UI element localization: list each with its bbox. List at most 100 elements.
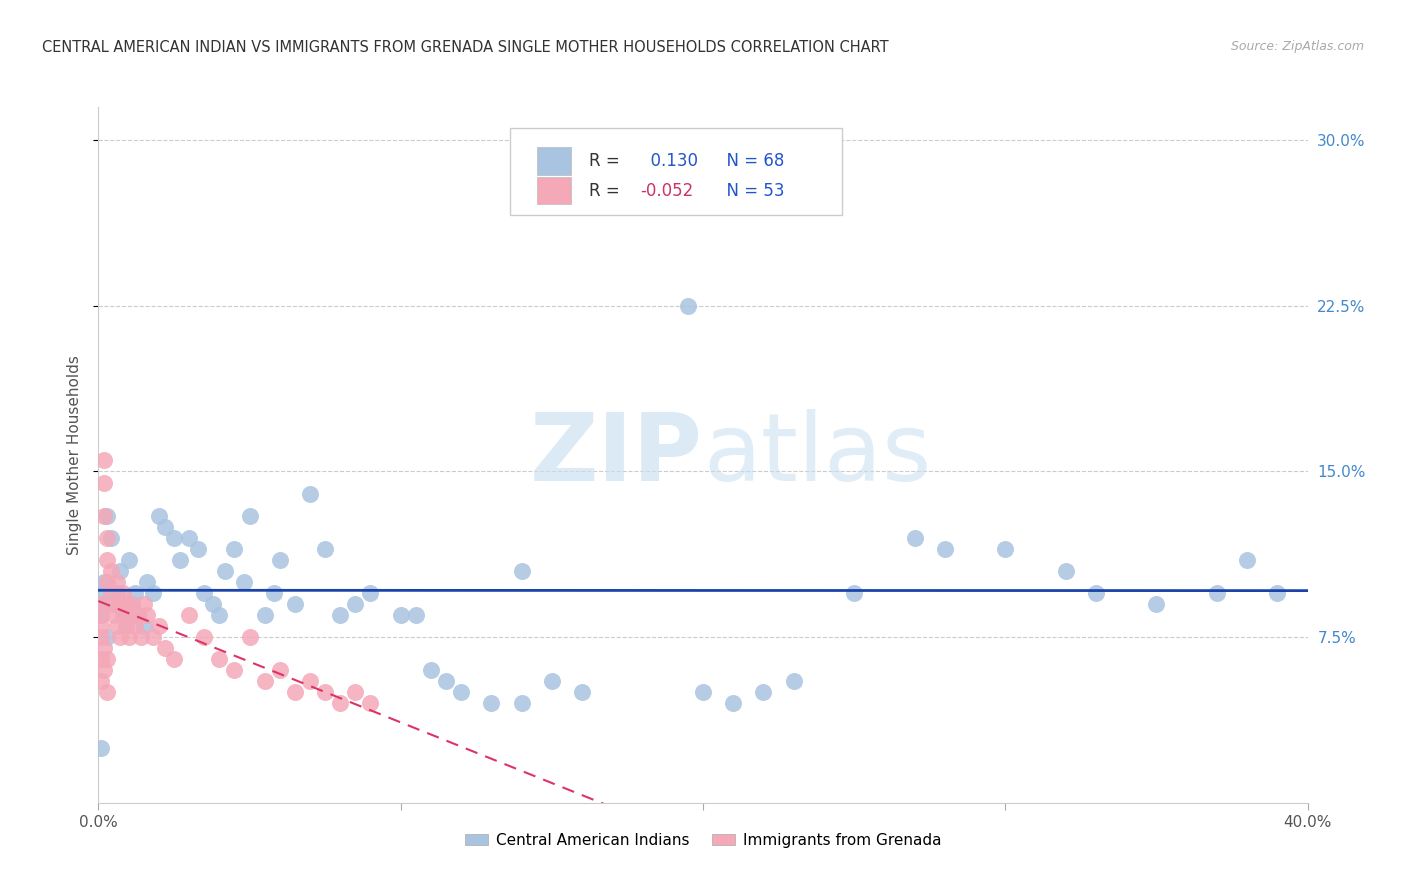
Point bbox=[93, 641, 115, 656]
Point bbox=[994, 541, 1017, 556]
Point bbox=[90, 619, 112, 633]
Point bbox=[239, 508, 262, 523]
Legend: Central American Indians, Immigrants from Grenada: Central American Indians, Immigrants fro… bbox=[458, 827, 948, 855]
Point bbox=[904, 531, 927, 545]
Point bbox=[153, 641, 176, 656]
Point bbox=[114, 619, 136, 633]
Point bbox=[111, 586, 134, 600]
Point bbox=[127, 608, 149, 623]
Point bbox=[224, 541, 246, 556]
Point bbox=[96, 508, 118, 523]
Point bbox=[692, 685, 714, 699]
Point bbox=[360, 697, 382, 711]
Point bbox=[193, 630, 215, 644]
Point bbox=[96, 630, 118, 644]
Point bbox=[208, 652, 231, 666]
Point bbox=[510, 564, 533, 578]
Point bbox=[783, 674, 806, 689]
Point bbox=[111, 608, 134, 623]
Point bbox=[299, 486, 322, 500]
Point bbox=[253, 608, 276, 623]
Point bbox=[135, 608, 157, 623]
Point bbox=[224, 663, 246, 677]
Point bbox=[124, 619, 146, 633]
Point bbox=[344, 685, 367, 699]
Point bbox=[90, 674, 112, 689]
Text: N = 53: N = 53 bbox=[716, 182, 785, 200]
Point bbox=[389, 608, 412, 623]
Point bbox=[90, 608, 112, 623]
Point bbox=[193, 586, 215, 600]
Bar bbox=[537, 146, 571, 175]
Point bbox=[96, 553, 118, 567]
Point bbox=[90, 630, 112, 644]
Text: R =: R = bbox=[589, 152, 626, 169]
Point bbox=[405, 608, 427, 623]
Point bbox=[90, 652, 112, 666]
Bar bbox=[537, 177, 571, 204]
Point bbox=[314, 685, 336, 699]
Point bbox=[434, 674, 457, 689]
Point bbox=[90, 586, 112, 600]
Point bbox=[108, 564, 131, 578]
Point bbox=[90, 597, 112, 611]
Text: ZIP: ZIP bbox=[530, 409, 703, 501]
Point bbox=[121, 597, 143, 611]
Point bbox=[723, 697, 745, 711]
Point bbox=[1236, 553, 1258, 567]
Point bbox=[105, 586, 128, 600]
Point bbox=[269, 663, 291, 677]
Point bbox=[163, 652, 186, 666]
Point bbox=[510, 697, 533, 711]
Point bbox=[214, 564, 236, 578]
Point bbox=[284, 685, 307, 699]
Point bbox=[844, 586, 866, 600]
Point bbox=[129, 630, 152, 644]
Point bbox=[103, 597, 125, 611]
Point bbox=[344, 597, 367, 611]
Text: R =: R = bbox=[589, 182, 626, 200]
Point bbox=[96, 574, 118, 589]
Text: Source: ZipAtlas.com: Source: ZipAtlas.com bbox=[1230, 40, 1364, 54]
Point bbox=[269, 553, 291, 567]
Point bbox=[555, 199, 578, 213]
Point bbox=[108, 630, 131, 644]
Point bbox=[93, 453, 115, 467]
Point bbox=[299, 674, 322, 689]
Point bbox=[124, 586, 146, 600]
Point bbox=[127, 608, 149, 623]
Point bbox=[121, 597, 143, 611]
Point bbox=[118, 553, 141, 567]
Point bbox=[100, 564, 122, 578]
Point bbox=[90, 608, 112, 623]
Point bbox=[253, 674, 276, 689]
Point bbox=[118, 630, 141, 644]
Point bbox=[1206, 586, 1229, 600]
Point bbox=[114, 597, 136, 611]
Point bbox=[142, 586, 165, 600]
Point bbox=[284, 597, 307, 611]
Point bbox=[263, 586, 285, 600]
Point bbox=[540, 674, 562, 689]
Text: 0.130: 0.130 bbox=[640, 152, 699, 169]
Point bbox=[329, 608, 352, 623]
Point bbox=[118, 608, 141, 623]
Point bbox=[105, 619, 128, 633]
Text: atlas: atlas bbox=[703, 409, 931, 501]
Point bbox=[1085, 586, 1108, 600]
Point bbox=[90, 740, 112, 755]
Point bbox=[481, 697, 503, 711]
Point bbox=[1267, 586, 1289, 600]
Point bbox=[934, 541, 956, 556]
Point bbox=[179, 531, 201, 545]
Point bbox=[103, 608, 125, 623]
Point bbox=[450, 685, 472, 699]
Point bbox=[111, 608, 134, 623]
Point bbox=[163, 531, 186, 545]
Point bbox=[420, 663, 443, 677]
Point bbox=[100, 531, 122, 545]
Point bbox=[96, 652, 118, 666]
FancyBboxPatch shape bbox=[509, 128, 842, 215]
Y-axis label: Single Mother Households: Single Mother Households bbox=[67, 355, 83, 555]
Point bbox=[1054, 564, 1077, 578]
